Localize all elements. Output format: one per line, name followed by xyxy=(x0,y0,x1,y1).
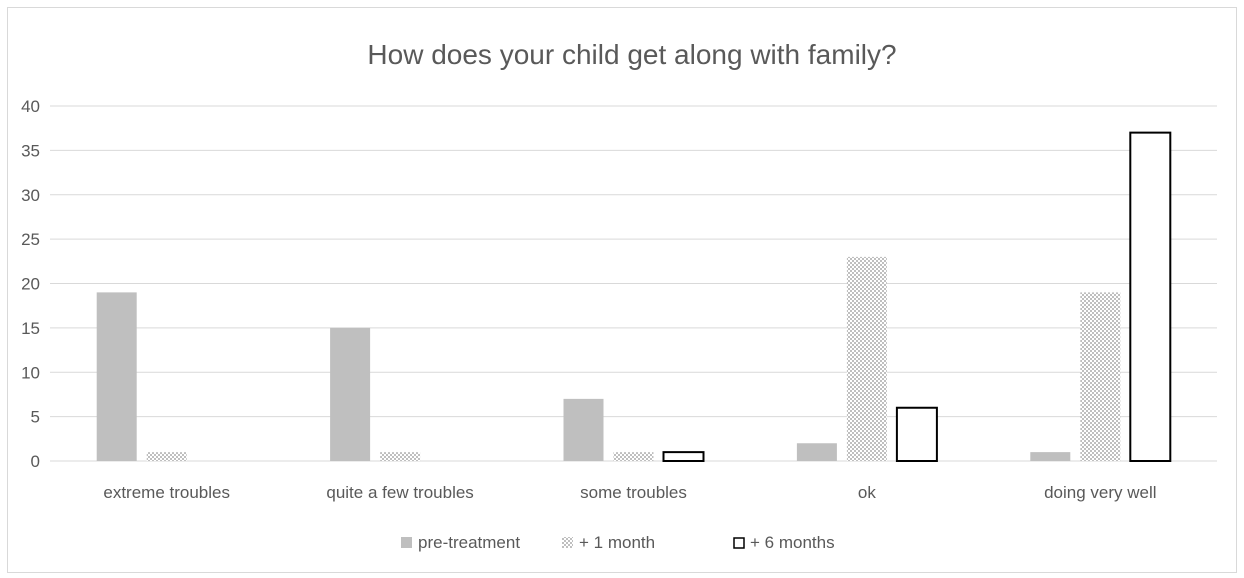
bar xyxy=(662,451,705,462)
legend-label: + 6 months xyxy=(750,533,835,552)
y-axis-tick-labels: 0 5 10 15 20 25 30 35 40 xyxy=(21,97,40,471)
bar xyxy=(380,452,421,461)
y-tick-label: 30 xyxy=(21,186,40,205)
legend-label: + 1 month xyxy=(579,533,655,552)
legend-swatch xyxy=(733,537,745,549)
x-category-label: some troubles xyxy=(580,483,687,502)
legend-swatch xyxy=(562,537,573,548)
y-tick-label: 0 xyxy=(31,452,40,471)
y-tick-label: 25 xyxy=(21,230,40,249)
gridlines xyxy=(50,105,1217,462)
bars xyxy=(96,131,1172,462)
y-tick-label: 40 xyxy=(21,97,40,116)
x-category-label: quite a few troubles xyxy=(326,483,473,502)
y-tick-label: 20 xyxy=(21,275,40,294)
legend: pre-treatment + 1 month + 6 months xyxy=(401,533,835,552)
bar xyxy=(1129,131,1172,462)
y-tick-label: 35 xyxy=(21,141,40,160)
bar xyxy=(846,256,887,461)
chart-frame xyxy=(7,7,1237,573)
x-category-label: doing very well xyxy=(1044,483,1156,502)
bar xyxy=(1030,452,1071,461)
bar xyxy=(146,452,187,461)
bar xyxy=(1080,292,1121,461)
bar xyxy=(96,292,137,461)
bar xyxy=(895,406,938,462)
legend-swatch xyxy=(401,537,412,548)
legend-label: pre-treatment xyxy=(418,533,520,552)
bar xyxy=(563,398,604,461)
x-category-label: extreme troubles xyxy=(103,483,230,502)
x-axis-category-labels: extreme troubles quite a few troubles some… xyxy=(103,483,1156,502)
bar xyxy=(613,452,654,461)
y-tick-label: 5 xyxy=(31,408,40,427)
y-tick-label: 15 xyxy=(21,319,40,338)
chart-title: How does your child get along with famil… xyxy=(367,39,896,70)
bar xyxy=(330,327,371,461)
y-tick-label: 10 xyxy=(21,363,40,382)
bar xyxy=(796,443,837,461)
x-category-label: ok xyxy=(858,483,876,502)
